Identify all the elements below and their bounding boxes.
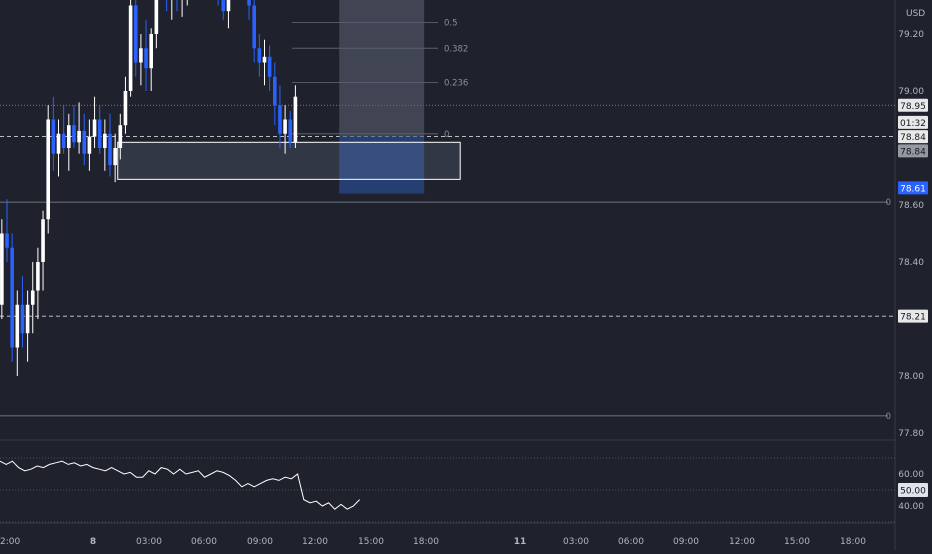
candle-body	[283, 120, 287, 134]
candle-body	[263, 57, 267, 63]
price-axis-tick: 78.40	[898, 258, 924, 268]
candle-body	[36, 262, 40, 291]
rsi-value-badge-text: 50.00	[900, 487, 926, 497]
time-axis-tick: 2:00	[0, 537, 20, 547]
price-badge-text: 78.21	[900, 313, 926, 323]
price-axis-tick: 78.00	[898, 372, 924, 382]
fib-level-label: 0.236	[444, 78, 468, 88]
candle-body	[113, 148, 117, 165]
candle-body	[62, 134, 66, 148]
candle-body	[155, 0, 159, 34]
candle-body	[273, 77, 277, 106]
candle-body	[88, 137, 92, 154]
candle-body	[72, 125, 76, 142]
candle-body	[258, 48, 262, 62]
candle-body	[247, 0, 251, 6]
price-badge-text: 78.84	[900, 147, 926, 157]
time-axis-tick: 03:00	[563, 537, 589, 547]
time-axis-tick: 12:00	[729, 537, 755, 547]
candle-body	[134, 6, 138, 63]
price-axis-tick: 77.80	[898, 429, 924, 439]
zone-box-demand	[118, 142, 460, 179]
price-axis-tick: 79.00	[898, 87, 924, 97]
candle-body	[21, 305, 25, 334]
candle-body	[31, 291, 35, 305]
candle-body	[294, 97, 298, 143]
candle-body	[67, 125, 71, 148]
price-badge-text: 78.84	[900, 133, 926, 143]
time-axis-tick: 15:00	[784, 537, 810, 547]
candle-body	[222, 0, 226, 11]
price-badge-text: 78.61	[900, 184, 926, 194]
time-axis-tick: 09:00	[673, 537, 699, 547]
time-axis-tick: 18:00	[413, 537, 439, 547]
candle-body	[144, 48, 148, 68]
time-axis-tick: 09:00	[247, 537, 273, 547]
candle-body	[103, 134, 107, 148]
rsi-axis-tick: 60.00	[898, 470, 924, 480]
candle-body	[52, 120, 56, 154]
candle-body	[82, 131, 86, 154]
candle-body	[149, 34, 153, 68]
time-axis-tick: 03:00	[136, 537, 162, 547]
candle-body	[0, 234, 4, 305]
candle-body	[5, 234, 9, 248]
candle-body	[278, 105, 282, 134]
fib-level-label: 0	[444, 130, 449, 140]
candle-body	[77, 131, 81, 142]
candle-body	[57, 134, 61, 154]
candle-body	[124, 91, 128, 125]
time-axis-tick: 18:00	[840, 537, 866, 547]
price-axis-tick: 79.20	[898, 30, 924, 40]
candle-body	[252, 6, 256, 49]
time-axis-tick: 12:00	[302, 537, 328, 547]
horizontal-level-label: 0	[886, 412, 891, 422]
currency-label: USD	[906, 9, 925, 19]
candle-body	[227, 0, 231, 11]
candle-body	[41, 219, 45, 262]
price-badge-text: 01:32	[900, 119, 926, 129]
time-axis-tick: 06:00	[618, 537, 644, 547]
candle-body	[129, 6, 133, 92]
time-axis-tick: 15:00	[358, 537, 384, 547]
time-axis-tick: 8	[90, 537, 96, 547]
candle-body	[93, 120, 97, 137]
measure-box-top	[339, 0, 424, 137]
candle-body	[10, 248, 14, 348]
candle-body	[268, 57, 272, 77]
price-axis-tick: 78.60	[898, 201, 924, 211]
candle-body	[119, 125, 123, 148]
candle-body	[16, 305, 20, 348]
time-axis-tick: 06:00	[191, 537, 217, 547]
time-axis-tick: 11	[514, 537, 527, 547]
candle-body	[108, 134, 112, 165]
price-badge-text: 78.95	[900, 102, 926, 112]
candle-body	[26, 305, 30, 334]
fib-level-label: 0.382	[444, 44, 468, 54]
candle-body	[288, 120, 292, 143]
rsi-axis-tick: 40.00	[898, 502, 924, 512]
fib-level-label: 0.5	[444, 19, 458, 29]
horizontal-level-label: 0	[886, 198, 891, 208]
candle-body	[98, 120, 102, 149]
candle-body	[139, 48, 143, 62]
candle-body	[46, 120, 50, 220]
